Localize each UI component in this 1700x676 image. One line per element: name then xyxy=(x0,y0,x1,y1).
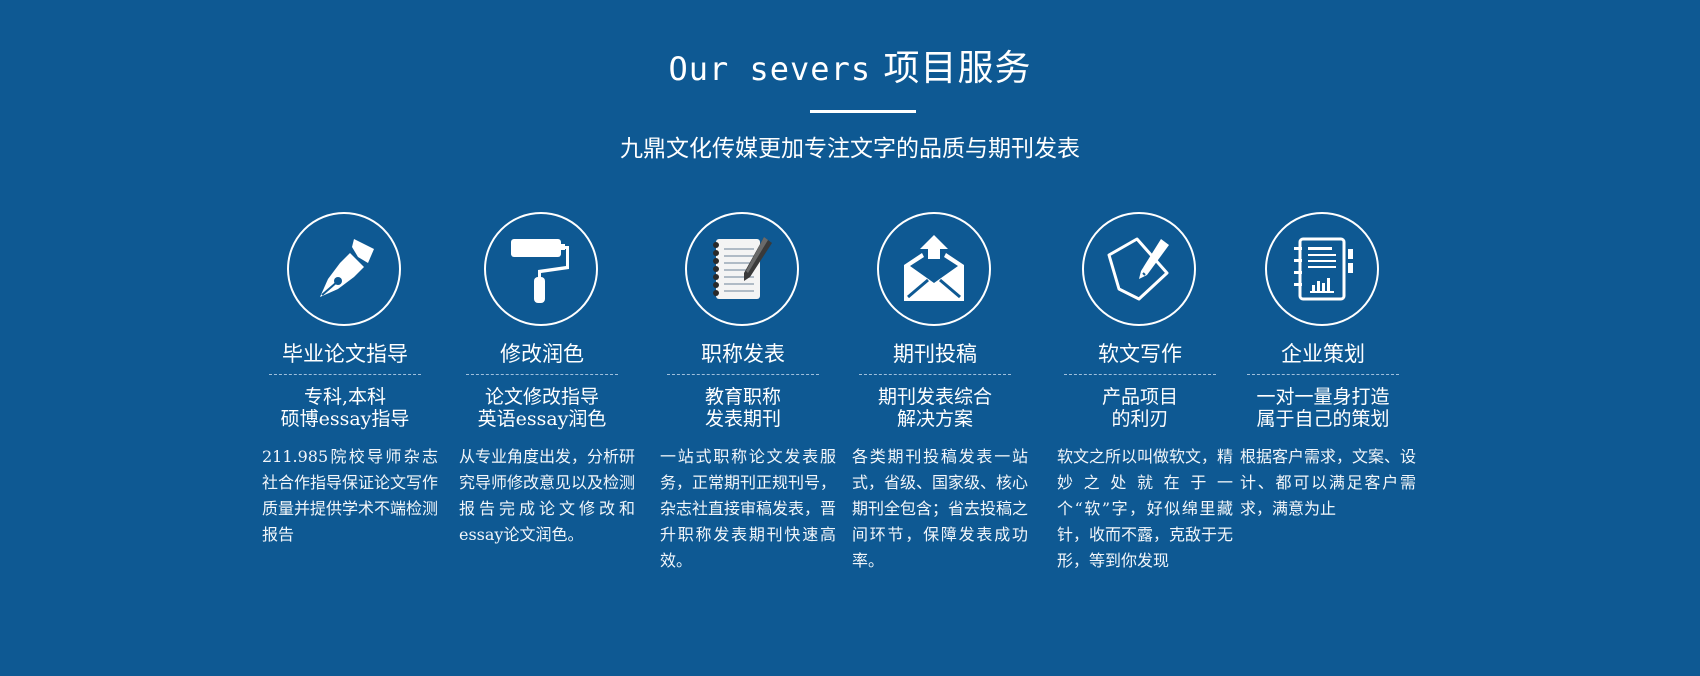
service-tagline-line: 发表期刊 xyxy=(704,408,781,430)
service-tagline-line: 的利刃 xyxy=(1111,408,1169,430)
service-description: 一站式职称论文发表服务，正常期刊正规刊号，杂志社直接审稿发表，晋升职称发表期刊快… xyxy=(660,447,837,570)
page-title-english: Our severs xyxy=(668,50,872,88)
service-description: 根据客户需求，文案、设计、都可以满足客户需求，满意为止 xyxy=(1240,447,1417,518)
service-tagline: 一对一量身打造 属于自己的策划 xyxy=(1230,386,1416,430)
service-tagline: 专科,本科 硕博essay指导 xyxy=(252,386,438,430)
service-tagline: 期刊发表综合 解决方案 xyxy=(842,386,1028,430)
service-title: 企业策划 xyxy=(1247,339,1399,375)
service-description: 211.985院校导师杂志社合作指导保证论文写作质量并提供学术不端检测报告 xyxy=(262,447,439,544)
service-tagline: 教育职称 发表期刊 xyxy=(650,386,836,430)
page-title: Our severs 项目服务 xyxy=(0,44,1700,94)
service-tagline-line: 解决方案 xyxy=(896,408,973,430)
service-tagline-line: 产品项目 xyxy=(1101,386,1178,408)
page-subtitle: 九鼎文化传媒更加专注文字的品质与期刊发表 xyxy=(620,136,1080,162)
report-notebook-icon xyxy=(1265,212,1379,326)
service-description: 从专业角度出发，分析研究导师修改意见以及检测报告完成论文修改和essay论文润色… xyxy=(459,447,636,544)
page-title-chinese: 项目服务 xyxy=(883,48,1032,89)
service-tagline-line: 专科,本科 xyxy=(303,386,387,408)
notepad-pen-icon xyxy=(685,212,799,326)
service-tagline-line: 论文修改指导 xyxy=(484,386,599,408)
service-tagline-line: 期刊发表综合 xyxy=(877,386,992,408)
service-title: 职称发表 xyxy=(667,339,819,375)
service-tagline: 产品项目 的利刃 xyxy=(1047,386,1233,430)
mail-upload-icon xyxy=(877,212,991,326)
service-tagline-line: 教育职称 xyxy=(704,386,781,408)
service-title: 软文写作 xyxy=(1064,339,1216,375)
service-tagline-line: 英语essay润色 xyxy=(477,408,607,430)
service-title: 期刊投稿 xyxy=(859,339,1011,375)
service-tagline-line: 一对一量身打造 xyxy=(1256,386,1390,408)
service-title: 毕业论文指导 xyxy=(269,339,421,375)
service-tagline-line: 属于自己的策划 xyxy=(1256,408,1390,430)
document-pencil-icon xyxy=(1082,212,1196,326)
service-description: 软文之所以叫做软文，精妙之处就在于一个“软”字，好似绵里藏针，收而不露，克敌于无… xyxy=(1057,447,1234,570)
paint-roller-icon xyxy=(484,212,598,326)
service-tagline: 论文修改指导 英语essay润色 xyxy=(449,386,635,430)
service-tagline-line: 硕博essay指导 xyxy=(280,408,410,430)
title-divider xyxy=(810,110,916,113)
fountain-pen-icon xyxy=(287,212,401,326)
service-title: 修改润色 xyxy=(466,339,618,375)
service-description: 各类期刊投稿发表一站式，省级、国家级、核心期刊全包含；省去投稿之间环节，保障发表… xyxy=(852,447,1029,570)
